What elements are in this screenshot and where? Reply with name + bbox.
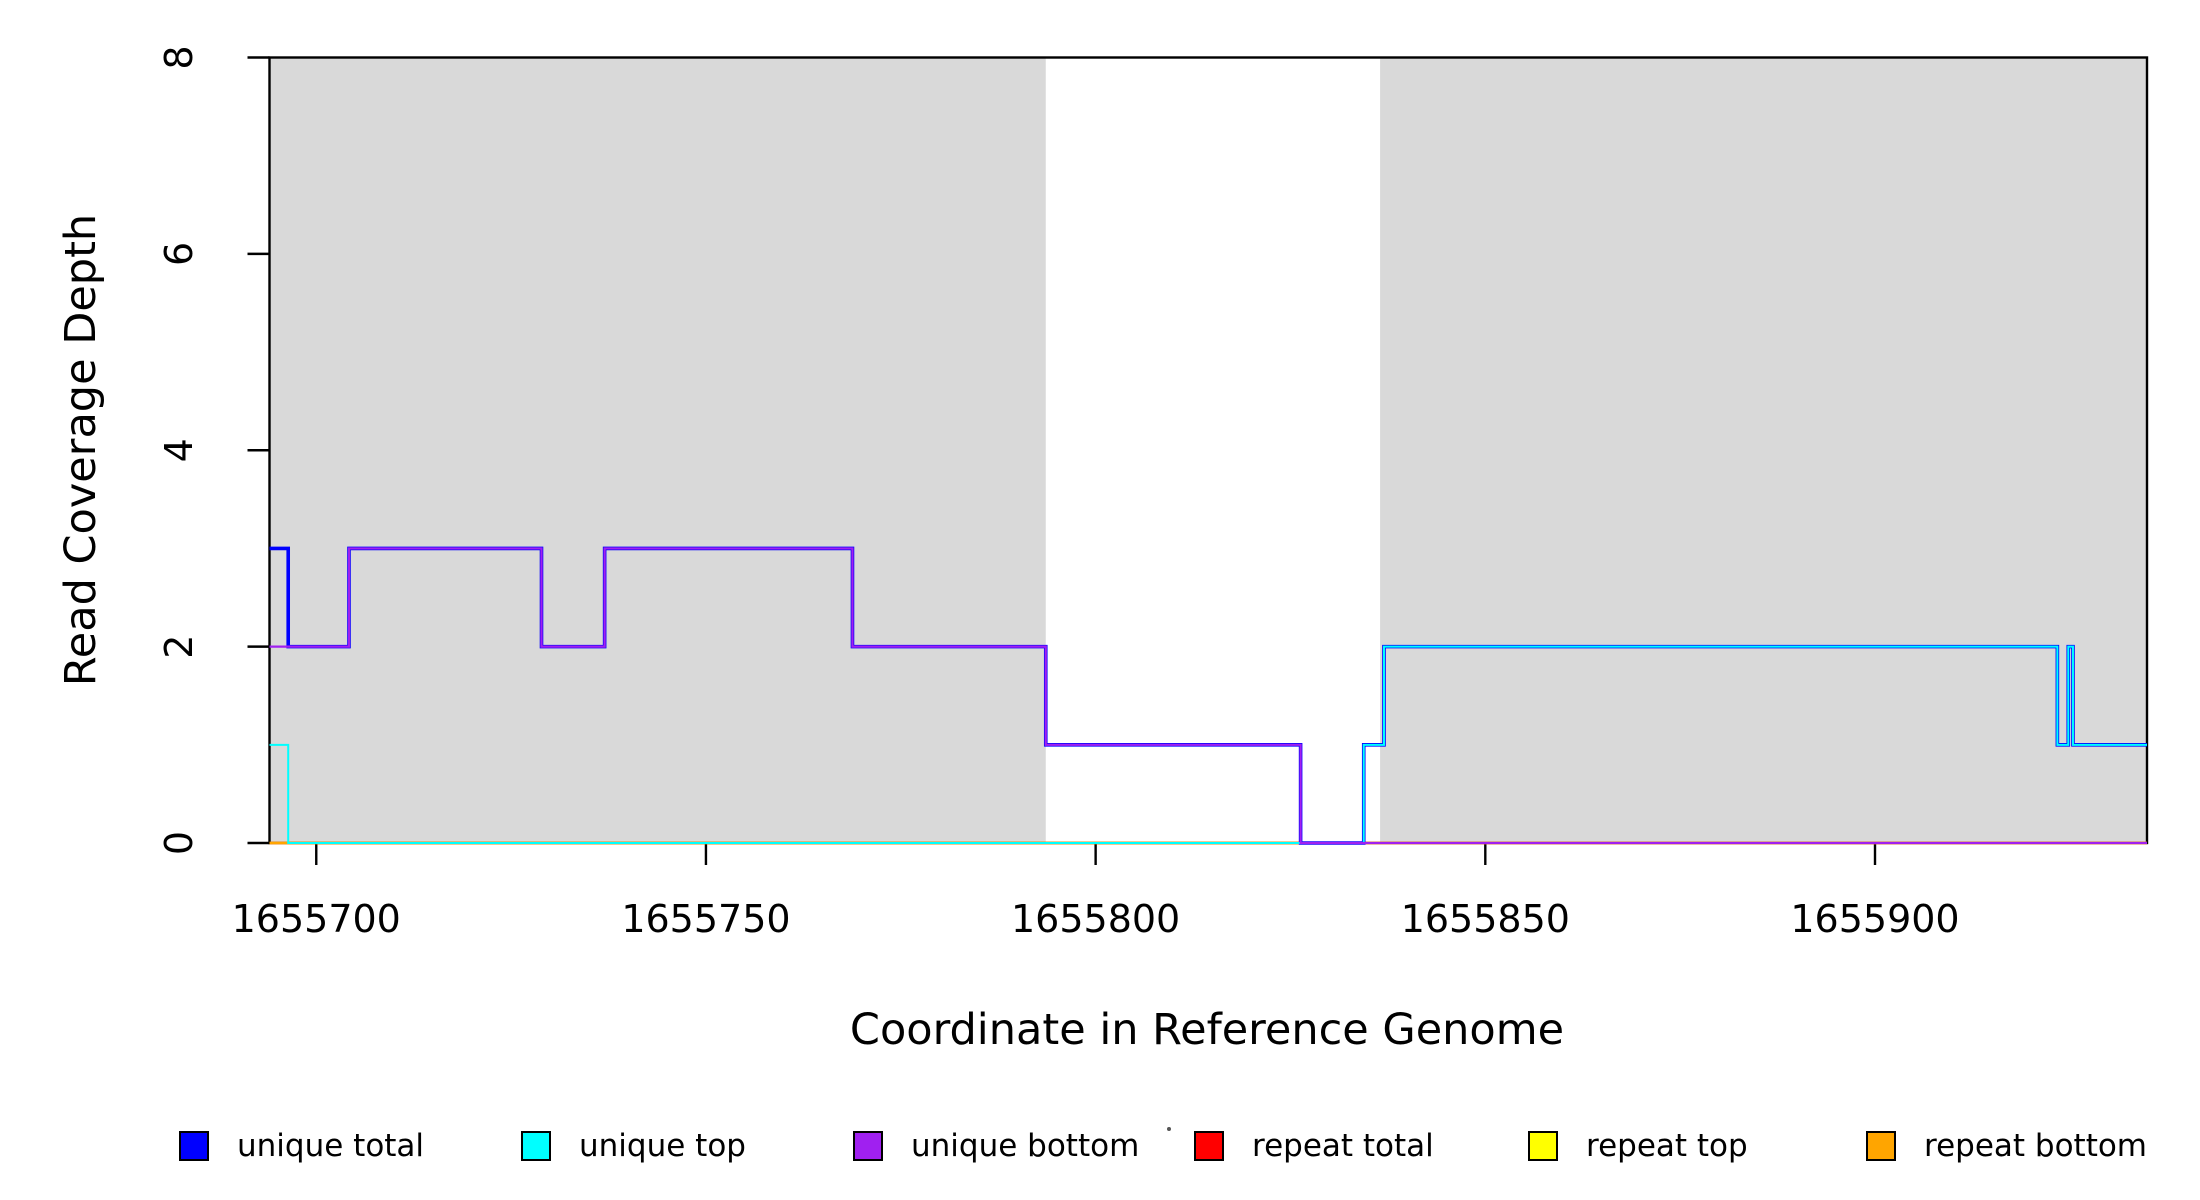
repeat-top-swatch xyxy=(1528,1131,1558,1161)
legend-item-repeat-total: repeat total xyxy=(1194,1122,1434,1170)
x-tick-label: 1655750 xyxy=(621,897,790,941)
x-tick-label: 1655800 xyxy=(1011,897,1180,941)
y-axis-title: Read Coverage Depth xyxy=(56,214,106,686)
legend-label: repeat total xyxy=(1252,1128,1434,1164)
x-tick-label: 1655700 xyxy=(232,897,401,941)
series-line-unique-bottom xyxy=(269,547,2147,845)
unique-top-swatch xyxy=(521,1131,551,1161)
legend-label: unique total xyxy=(237,1128,425,1164)
legend-item-repeat-top: repeat top xyxy=(1528,1122,1748,1170)
legend-item-repeat-bottom: repeat bottom xyxy=(1866,1122,2147,1170)
legend-label: unique bottom xyxy=(911,1128,1140,1164)
y-tick-label: 2 xyxy=(157,635,201,659)
axis-ticks-layer: 1655700 1655750 1655800 1655850 1655900 0 2 4 6 8 xyxy=(157,45,1960,941)
y-tick-label: 6 xyxy=(157,242,201,266)
series-lines-layer xyxy=(269,546,2147,845)
legend-item-unique-bottom: unique bottom xyxy=(853,1122,1139,1170)
legend-label: repeat top xyxy=(1586,1128,1748,1164)
x-axis-title: Coordinate in Reference Genome xyxy=(850,1005,1564,1055)
series-line-unique-top xyxy=(269,645,2147,844)
unique-total-swatch xyxy=(179,1131,209,1161)
y-tick-label: 8 xyxy=(157,45,201,69)
unique-bottom-swatch xyxy=(853,1131,883,1161)
shaded-region xyxy=(1380,57,2147,843)
legend-label: unique top xyxy=(579,1128,746,1164)
repeat-bottom-swatch xyxy=(1866,1131,1896,1161)
y-tick-label: 0 xyxy=(157,831,201,855)
x-tick-label: 1655900 xyxy=(1790,897,1959,941)
stray-speck xyxy=(1167,1127,1171,1131)
repeat-total-swatch xyxy=(1194,1131,1224,1161)
legend-item-unique-total: unique total xyxy=(179,1122,424,1170)
legend-label: repeat bottom xyxy=(1924,1128,2148,1164)
shaded-region xyxy=(269,57,1046,843)
x-tick-label: 1655850 xyxy=(1401,897,1570,941)
legend-item-unique-top: unique top xyxy=(521,1122,746,1170)
shaded-regions-layer xyxy=(269,57,2147,843)
y-tick-label: 4 xyxy=(157,438,201,462)
legend: unique total unique top unique bottom re… xyxy=(0,1122,2200,1170)
